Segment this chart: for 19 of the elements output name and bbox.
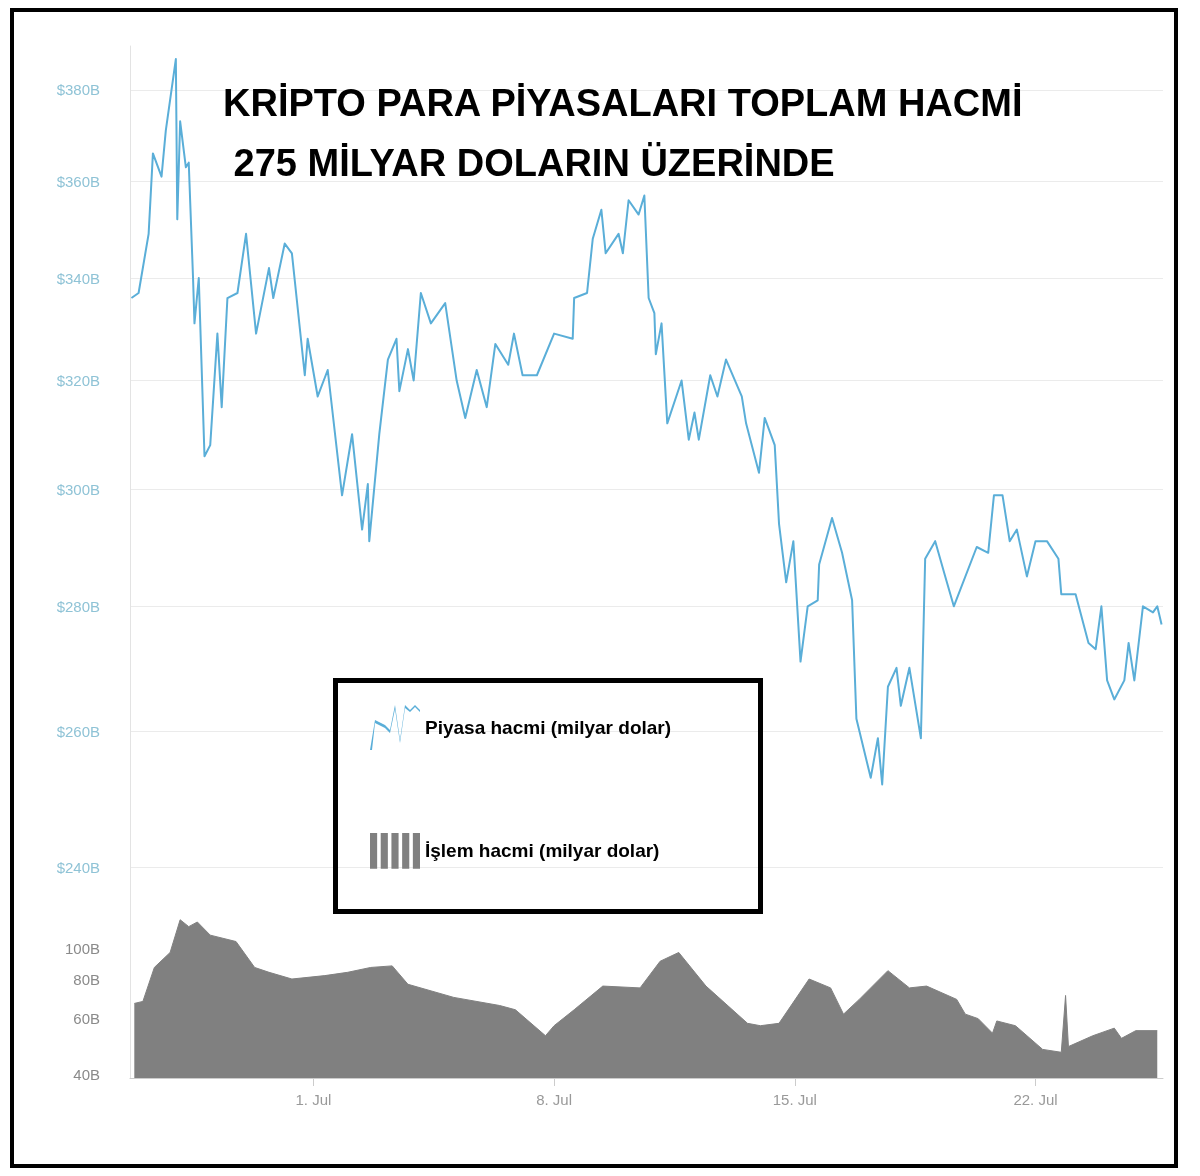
y-tick-label: 60B (73, 1010, 100, 1028)
text: KRİPTO PARA PİYASALARI TOPLAM HACMİ 275 MİLYAR DOLARIN ÜZERİNDE (223, 82, 1023, 184)
y-tick-label: 80B (73, 970, 100, 988)
y-tick-label: $280B (56, 597, 100, 615)
y-tick-label: $360B (56, 172, 100, 190)
y-tick-label: $380B (56, 81, 100, 99)
x-tick-label: 15. Jul (772, 1091, 817, 1108)
legend-label: İşlem hacmi (milyar dolar) (425, 840, 660, 862)
x-tick-label: 1. Jul (295, 1091, 332, 1108)
y-tick-label: $300B (56, 481, 100, 499)
y-tick-label: $340B (56, 269, 100, 287)
legend-label: Piyasa hacmi (milyar dolar) (425, 717, 672, 738)
y-tick-label: 40B (73, 1066, 100, 1084)
y-tick-label: $260B (56, 723, 100, 741)
x-tick-label: 22. Jul (1013, 1091, 1058, 1108)
y-tick-label: $320B (56, 372, 100, 390)
x-tick-label: 8. Jul (536, 1091, 573, 1108)
y-tick-label: 100B (64, 939, 100, 957)
y-tick-label: $240B (56, 858, 100, 876)
